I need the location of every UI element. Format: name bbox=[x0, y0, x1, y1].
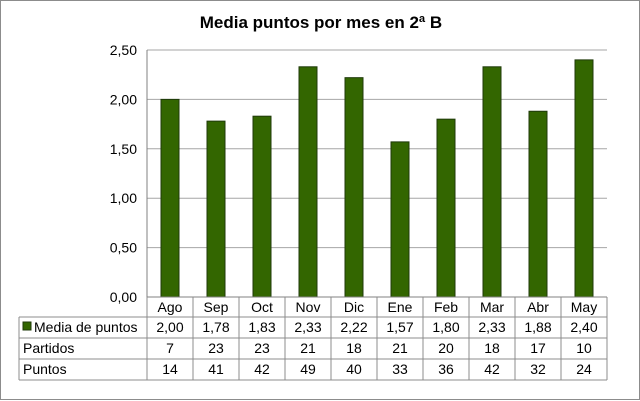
table-cell: 21 bbox=[300, 340, 316, 356]
table-cell: 42 bbox=[484, 361, 500, 377]
data-table: Ago Sep Oct Nov Dic Ene Feb Mar Abr May Media de p… bbox=[18, 297, 608, 381]
y-tick-label: 0,50 bbox=[110, 240, 137, 256]
table-cell: 1,57 bbox=[386, 319, 413, 335]
x-tick-label: Oct bbox=[251, 299, 273, 315]
bar-sep bbox=[206, 120, 226, 298]
bar-feb bbox=[436, 118, 456, 298]
x-tick-label: Abr bbox=[527, 299, 549, 315]
table-cell: 1,88 bbox=[524, 319, 551, 335]
y-tick-label: 2,00 bbox=[110, 91, 137, 107]
table-cell: 14 bbox=[162, 361, 178, 377]
table-row-label: Partidos bbox=[23, 340, 74, 356]
chart-title: Media puntos por mes en 2ª B bbox=[200, 13, 442, 32]
table-cell: 2,40 bbox=[570, 319, 597, 335]
table-cell: 23 bbox=[254, 340, 270, 356]
y-tick-label: 0,00 bbox=[110, 289, 137, 305]
table-cell: 36 bbox=[438, 361, 454, 377]
table-cell: 7 bbox=[166, 340, 174, 356]
table-cell: 40 bbox=[346, 361, 362, 377]
x-tick-label: Ene bbox=[388, 299, 413, 315]
y-tick-label: 1,50 bbox=[110, 141, 137, 157]
x-tick-label: May bbox=[571, 299, 597, 315]
table-cell: 10 bbox=[576, 340, 592, 356]
bar-abr bbox=[528, 110, 548, 298]
table-cell: 1,83 bbox=[248, 319, 275, 335]
table-row-label: Media de puntos bbox=[34, 319, 138, 335]
legend-key bbox=[22, 321, 32, 331]
table-cell: 20 bbox=[438, 340, 454, 356]
table-cell: 24 bbox=[576, 361, 592, 377]
table-cell: 23 bbox=[208, 340, 224, 356]
table-cell: 18 bbox=[484, 340, 500, 356]
bar-mar bbox=[482, 66, 502, 298]
x-tick-label: Nov bbox=[296, 299, 321, 315]
bar-nov bbox=[298, 66, 318, 298]
table-cell: 17 bbox=[530, 340, 546, 356]
table-cell: 32 bbox=[530, 361, 546, 377]
x-tick-label: Feb bbox=[434, 299, 458, 315]
x-tick-label: Mar bbox=[480, 299, 504, 315]
bar-ene bbox=[390, 141, 410, 298]
table-cell: 2,33 bbox=[478, 319, 505, 335]
x-tick-label: Sep bbox=[204, 299, 229, 315]
y-tick-label: 2,50 bbox=[110, 42, 137, 58]
bar-ago bbox=[160, 98, 180, 298]
table-cell: 1,78 bbox=[202, 319, 229, 335]
x-tick-label: Dic bbox=[344, 299, 364, 315]
bar-dic bbox=[344, 77, 364, 298]
table-cell: 2,00 bbox=[156, 319, 183, 335]
table-cell: 18 bbox=[346, 340, 362, 356]
table-cell: 1,80 bbox=[432, 319, 459, 335]
bars bbox=[160, 59, 594, 298]
table-cell: 49 bbox=[300, 361, 316, 377]
y-axis-tick-labels: 0,00 0,50 1,00 1,50 2,00 2,50 bbox=[110, 42, 137, 305]
table-cell: 41 bbox=[208, 361, 224, 377]
table-row-label: Puntos bbox=[23, 361, 67, 377]
x-tick-label: Ago bbox=[158, 299, 183, 315]
table-cell: 33 bbox=[392, 361, 408, 377]
bar-may bbox=[574, 59, 594, 298]
table-cell: 21 bbox=[392, 340, 408, 356]
table-cell: 42 bbox=[254, 361, 270, 377]
table-cell: 2,33 bbox=[294, 319, 321, 335]
bar-oct bbox=[252, 115, 272, 298]
table-cell: 2,22 bbox=[340, 319, 367, 335]
y-tick-label: 1,00 bbox=[110, 190, 137, 206]
